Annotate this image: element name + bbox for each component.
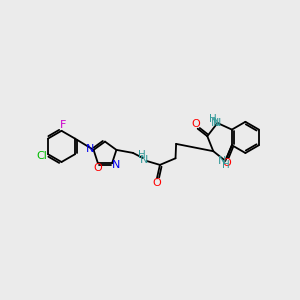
Text: N: N (218, 156, 226, 166)
Text: N: N (85, 144, 94, 154)
Text: N: N (140, 155, 148, 165)
Text: H: H (222, 160, 230, 170)
Text: H: H (209, 113, 217, 124)
Text: F: F (60, 120, 66, 130)
Text: H: H (138, 150, 146, 160)
Text: N: N (213, 118, 222, 128)
Text: O: O (93, 163, 102, 173)
Text: N: N (112, 160, 120, 170)
Text: O: O (222, 158, 231, 168)
Text: O: O (152, 178, 161, 188)
Text: Cl: Cl (36, 151, 47, 161)
Text: N: N (211, 118, 219, 128)
Text: O: O (192, 119, 201, 129)
